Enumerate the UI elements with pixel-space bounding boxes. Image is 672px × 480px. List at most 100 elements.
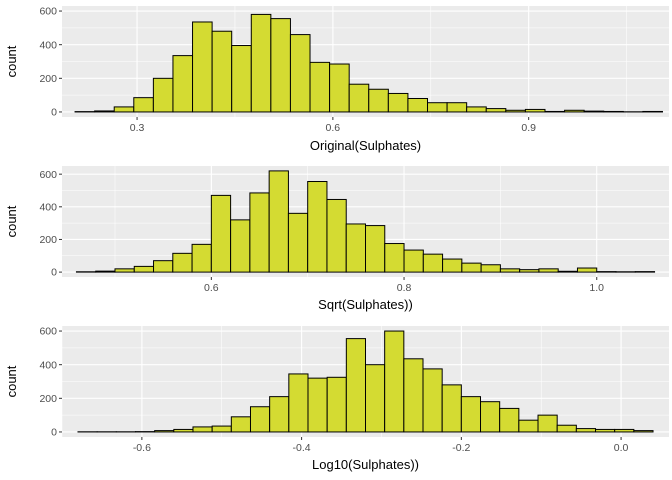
y-axis-title: count <box>4 205 19 237</box>
histogram-bar <box>384 243 405 273</box>
histogram-bar <box>152 77 174 113</box>
histogram-bar <box>249 192 270 273</box>
panel-original-sulphates: 0 200 400 600 0.3 0.6 0.9 Original(Sulphates) co… <box>4 6 669 153</box>
y-tick-label: 600 <box>39 6 57 18</box>
histogram-bar <box>172 55 194 113</box>
histogram-bar <box>230 416 251 433</box>
histogram-bar <box>365 364 386 433</box>
histogram-bar <box>422 253 444 273</box>
histogram-bar <box>595 428 616 433</box>
histogram-bar <box>499 268 521 273</box>
histogram-bar <box>556 424 577 433</box>
y-tick-label: 600 <box>39 169 57 181</box>
histogram-bar <box>269 396 290 433</box>
histogram-bar <box>348 83 370 113</box>
histogram-bar <box>564 109 585 113</box>
histogram-bar <box>575 428 597 433</box>
x-tick-label: 0.3 <box>130 122 145 134</box>
histogram-bar <box>309 61 331 113</box>
histogram-bar <box>427 102 448 113</box>
histogram-bar <box>192 426 213 433</box>
y-axis-title: count <box>4 365 19 397</box>
histogram-bar <box>557 270 578 273</box>
y-tick-label: 200 <box>39 393 57 405</box>
y-tick-label: 200 <box>39 73 57 85</box>
histogram-bar <box>499 407 520 433</box>
histogram-bar <box>329 63 350 113</box>
x-axis-title: Original(Sulphates) <box>310 138 421 153</box>
histogram-bar <box>441 384 462 433</box>
histogram-bar <box>345 338 366 433</box>
histogram-bar <box>133 97 154 113</box>
histogram-bar <box>368 88 389 113</box>
histogram-bar <box>544 110 566 113</box>
histogram-bar <box>461 262 482 273</box>
histogram-bar <box>603 110 624 113</box>
histogram-bar <box>288 373 309 433</box>
histogram-bar <box>614 428 635 433</box>
histogram-bar <box>642 110 663 113</box>
histogram-bar <box>114 268 135 273</box>
histogram-bar <box>576 267 598 273</box>
x-tick-label: 0.0 <box>614 442 629 454</box>
histogram-bar <box>485 108 507 113</box>
histogram-bar <box>519 269 540 273</box>
histogram-bar <box>466 106 487 113</box>
histogram-bar <box>403 249 424 273</box>
histogram-bar <box>442 258 463 273</box>
histogram-bar <box>94 110 115 113</box>
histogram-bar <box>384 330 405 433</box>
histogram-bar <box>211 30 233 113</box>
histogram-bar <box>230 219 251 273</box>
y-tick-label: 400 <box>39 201 57 213</box>
histogram-bar <box>326 198 347 273</box>
histogram-bar <box>537 414 558 433</box>
x-tick-label: 0.6 <box>204 282 219 294</box>
histogram-bar <box>505 109 526 113</box>
histogram-bar <box>113 106 135 113</box>
histogram-bar <box>460 396 482 433</box>
histogram-bar <box>191 243 212 273</box>
histogram-bar <box>403 358 424 433</box>
histogram-bar <box>231 45 252 113</box>
panel-log10-sulphates: 0 200 400 600 -0.6 -0.4 -0.2 0.0 Log10(Sulphates… <box>4 326 669 472</box>
y-axis-title: count <box>4 45 19 77</box>
histogram-bar <box>422 368 443 433</box>
histogram-bar <box>583 110 605 113</box>
x-tick-label: -0.4 <box>293 442 311 454</box>
histogram-bar <box>480 401 501 433</box>
histogram-bar <box>249 406 271 433</box>
histogram-bar <box>250 13 272 113</box>
y-tick-label: 600 <box>39 326 57 338</box>
histogram-bar <box>153 260 174 273</box>
y-tick-label: 200 <box>39 234 57 246</box>
histogram-bar <box>95 270 116 273</box>
x-tick-label: -0.2 <box>452 442 470 454</box>
x-axis-title: Log10(Sulphates)) <box>312 457 419 472</box>
histogram-bar <box>538 268 559 273</box>
y-tick-label: 400 <box>39 39 57 51</box>
histogram-bar <box>211 425 232 433</box>
histogram-bar <box>365 225 386 273</box>
y-tick-label: 0 <box>51 267 57 279</box>
histogram-bar <box>524 108 546 113</box>
histogram-bar <box>154 430 175 433</box>
histogram-bar <box>326 376 347 433</box>
histogram-bar <box>289 34 311 113</box>
histogram-bar <box>407 98 429 113</box>
histogram-bar <box>446 102 468 113</box>
histogram-bar <box>633 430 654 433</box>
y-tick-label: 400 <box>39 359 57 371</box>
histogram-bar <box>270 18 291 113</box>
y-tick-label: 0 <box>51 427 57 439</box>
histogram-bar <box>387 92 409 113</box>
x-tick-label: 0.8 <box>397 282 412 294</box>
histogram-bar <box>287 212 309 273</box>
histogram-bar <box>307 377 328 433</box>
x-tick-label: 0.6 <box>326 122 341 134</box>
panel-sqrt-sulphates: 0 200 400 600 0.6 0.8 1.0 Sqrt(Sulphates)) count <box>4 166 669 312</box>
x-axis-title: Sqrt(Sulphates)) <box>318 297 413 312</box>
histogram-bar <box>268 170 289 273</box>
histogram-bar <box>133 265 155 273</box>
